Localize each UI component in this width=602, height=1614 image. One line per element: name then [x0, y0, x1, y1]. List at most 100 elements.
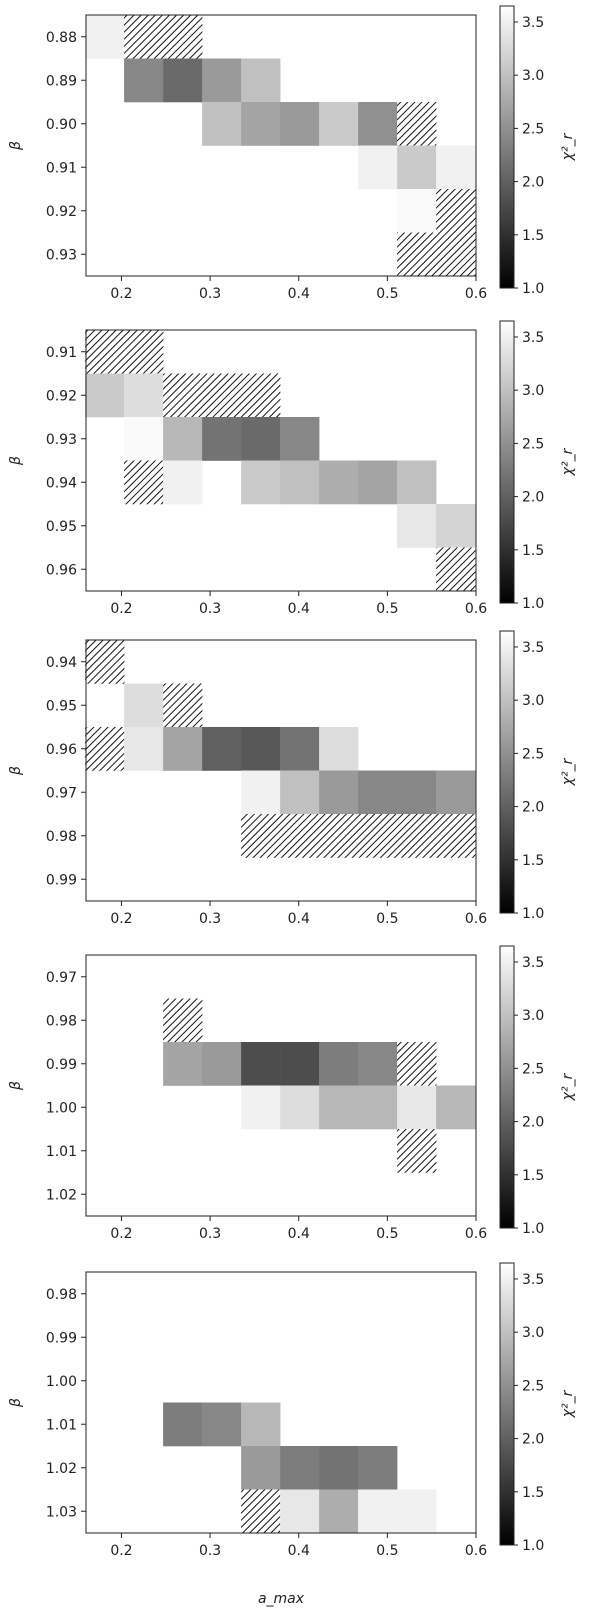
hatched-cell — [358, 814, 398, 858]
colorbar-tick-label: 3.0 — [522, 1008, 544, 1024]
hatched-cell — [241, 814, 281, 858]
y-tick-label: 0.91 — [46, 345, 77, 361]
y-tick-label: 0.98 — [46, 829, 77, 845]
heatmap-cell — [319, 1446, 359, 1490]
hatched-cell — [280, 814, 320, 858]
heatmap-cell — [202, 58, 242, 103]
heatmap-cell — [358, 1446, 398, 1490]
heatmap-cell — [241, 460, 281, 505]
x-tick-label: 0.6 — [465, 1543, 487, 1559]
heatmap-cell — [202, 417, 242, 461]
colorbar-label: χ²_r — [560, 132, 576, 161]
y-tick-label: 0.93 — [46, 432, 77, 448]
hatched-cell — [397, 102, 437, 146]
heatmap-cell — [202, 102, 242, 146]
x-tick-label: 0.5 — [376, 1226, 398, 1242]
colorbar-label: χ²_r — [560, 447, 576, 476]
colorbar-tick-label: 1.0 — [522, 1538, 544, 1554]
heatmap-cell — [241, 770, 281, 815]
hatched-cell — [397, 814, 437, 858]
panels-root: 0.88 0.89 0.90 0.91 0.92 0.93 0.2 0.3 0.4 0.5 0.6 β… — [8, 5, 576, 1559]
heatmap-cell — [319, 1042, 359, 1086]
heatmap-cell — [358, 145, 398, 190]
hatched-cell — [163, 683, 203, 728]
axes-frame — [85, 14, 477, 277]
y-tick-label: 0.96 — [46, 742, 77, 758]
heatmap-cell — [280, 417, 320, 461]
colorbar-tick-label: 1.0 — [522, 596, 544, 612]
x-tick-label: 0.5 — [376, 286, 398, 302]
x-tick-label: 0.6 — [465, 911, 487, 927]
y-tick-label: 1.02 — [46, 1461, 77, 1477]
colorbar-tick-label: 3.5 — [522, 330, 544, 346]
y-tick-label: 0.93 — [46, 247, 77, 263]
panel-1: 0.88 0.89 0.90 0.91 0.92 0.93 0.2 0.3 0.4 0.5 0.6 β… — [8, 5, 576, 302]
hatched-cell — [163, 373, 203, 418]
y-tick-label: 0.99 — [46, 1057, 77, 1073]
y-tick-label: 0.97 — [46, 785, 77, 801]
colorbar-tick-label: 2.0 — [522, 1115, 544, 1131]
colorbar-gradient — [499, 945, 515, 1229]
colorbar-tick-label: 3.0 — [522, 1325, 544, 1341]
heatmap-cell — [202, 727, 242, 771]
x-tick-label: 0.4 — [288, 286, 310, 302]
heatmap-cell — [319, 1489, 359, 1534]
hatched-cell — [397, 232, 437, 277]
x-tick-label: 0.4 — [288, 1543, 310, 1559]
colorbar-tick-label: 2.0 — [522, 175, 544, 191]
heatmap-cell — [319, 460, 359, 505]
heatmap-cell — [280, 1446, 320, 1490]
heatmap-cell — [241, 102, 281, 146]
heatmap-cell — [436, 145, 476, 190]
heatmap-cell — [358, 770, 398, 815]
axes-frame — [85, 639, 477, 902]
y-tick-label: 1.03 — [46, 1504, 77, 1520]
heatmap-cell — [124, 373, 164, 418]
heatmap-cell — [241, 417, 281, 461]
colorbar-tick-label: 2.0 — [522, 1432, 544, 1448]
x-tick-label: 0.2 — [110, 1226, 132, 1242]
colorbar-label: χ²_r — [560, 1389, 576, 1418]
colorbar: 1.0 1.5 2.0 2.5 3.0 3.5 χ²_r — [499, 945, 576, 1237]
colorbar: 1.0 1.5 2.0 2.5 3.0 3.5 χ²_r — [499, 5, 576, 297]
panel-5: 0.98 0.99 1.00 1.01 1.02 1.03 0.2 0.3 0.4 0.5 0.6 β… — [8, 1262, 576, 1559]
panel-2: 0.91 0.92 0.93 0.94 0.95 0.96 0.2 0.3 0.4 0.5 0.6 β… — [8, 320, 576, 617]
colorbar-gradient — [499, 5, 515, 289]
x-tick-label: 0.4 — [288, 911, 310, 927]
x-axis-label: a_max — [258, 1591, 305, 1607]
y-tick-label: 1.00 — [46, 1100, 77, 1116]
y-axis-label: β — [8, 456, 24, 466]
hatched-cell — [124, 15, 164, 59]
heatmap-cell — [163, 727, 203, 771]
heatmap-cell — [397, 189, 437, 233]
hatched-cell — [85, 640, 125, 684]
x-tick-label: 0.2 — [110, 911, 132, 927]
heatmap-cell — [241, 1402, 281, 1447]
heatmap-cell — [163, 460, 203, 505]
x-tick-label: 0.3 — [199, 1226, 221, 1242]
hatched-cell — [85, 330, 125, 374]
hatched-cell — [202, 373, 242, 418]
heatmap-cell — [163, 58, 203, 103]
heatmap-cell — [358, 1042, 398, 1086]
y-tick-label: 1.02 — [46, 1187, 77, 1203]
colorbar-tick-label: 1.0 — [522, 281, 544, 297]
y-axis-label: β — [8, 141, 24, 151]
x-tick-label: 0.4 — [288, 601, 310, 617]
hatched-cell — [436, 189, 476, 233]
heatmap-cell — [319, 1085, 359, 1130]
x-tick-label: 0.6 — [465, 286, 487, 302]
colorbar-tick-label: 1.5 — [522, 1168, 544, 1184]
y-tick-label: 0.91 — [46, 160, 77, 176]
heatmap-cell — [280, 460, 320, 505]
heatmap-cell — [85, 373, 125, 418]
x-tick-label: 0.3 — [199, 911, 221, 927]
colorbar-label: χ²_r — [560, 757, 576, 786]
hatched-cell — [397, 1129, 437, 1173]
colorbar-tick-label: 2.5 — [522, 436, 544, 452]
colorbar: 1.0 1.5 2.0 2.5 3.0 3.5 χ²_r — [499, 1262, 576, 1554]
colorbar: 1.0 1.5 2.0 2.5 3.0 3.5 χ²_r — [499, 630, 576, 922]
heatmap-cell — [241, 58, 281, 103]
colorbar-tick-label: 1.5 — [522, 1485, 544, 1501]
x-tick-label: 0.6 — [465, 1226, 487, 1242]
